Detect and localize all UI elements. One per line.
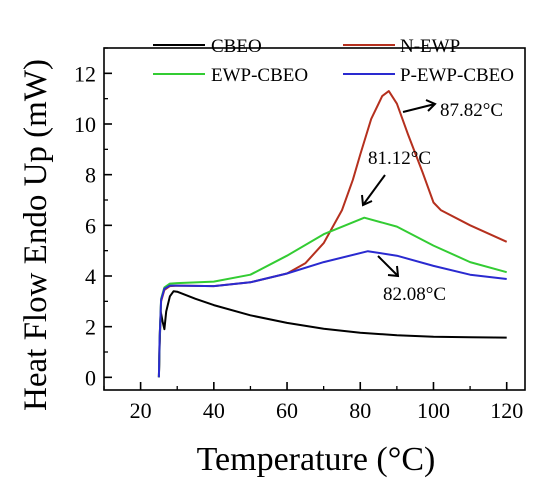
y-tick-label-4: 4 xyxy=(85,264,96,289)
annotation-82-08: 82.08°C xyxy=(383,284,446,305)
arrow-82-head xyxy=(387,265,400,278)
arrow-81-shaft xyxy=(362,174,386,206)
legend-label-p-ewp-cbeo: P-EWP-CBEO xyxy=(400,65,514,86)
y-tick-label-6: 6 xyxy=(85,213,96,238)
y-tick-label-0: 0 xyxy=(85,365,96,390)
plot-frame xyxy=(103,47,526,391)
tick-group: 20 40 60 80 100 120 0 2 4 6 8 10 12 xyxy=(74,47,523,423)
x-tick-label-20: 20 xyxy=(130,398,152,423)
y-tick-label-12: 12 xyxy=(74,61,96,86)
series-line-n-ewp xyxy=(157,90,508,378)
y-tick-label-8: 8 xyxy=(85,163,96,188)
x-tick-label-120: 120 xyxy=(490,398,523,423)
series-line-cbeo xyxy=(157,290,507,378)
series-line-ewp-cbeo xyxy=(157,216,507,378)
legend-label-ewp-cbeo: EWP-CBEO xyxy=(211,65,308,86)
x-tick-label-100: 100 xyxy=(417,398,450,423)
arrow-87-head xyxy=(425,99,437,112)
x-tick-label-40: 40 xyxy=(203,398,225,423)
y-tick-label-2: 2 xyxy=(85,315,96,340)
series-lines xyxy=(157,90,508,378)
x-axis-title: Temperature (°C) xyxy=(197,441,436,478)
x-tick-label-60: 60 xyxy=(276,398,298,423)
legend-label-n-ewp: N-EWP xyxy=(400,36,460,57)
annotations: 87.82°C 81.12°C 82.08°C xyxy=(361,99,503,305)
annotation-87-82: 87.82°C xyxy=(440,100,503,121)
legend: CBEO N-EWP EWP-CBEO P-EWP-CBEO xyxy=(153,36,514,86)
arrow-82-shaft xyxy=(377,255,399,277)
arrow-81-head xyxy=(361,194,373,207)
y-tick-label-10: 10 xyxy=(74,112,96,137)
series-line-p-ewp-cbeo xyxy=(157,250,507,378)
arrow-87-shaft xyxy=(402,103,436,113)
annotation-81-12: 81.12°C xyxy=(368,148,431,169)
y-axis-title: Heat Flow Endo Up (mW) xyxy=(18,59,54,411)
legend-label-cbeo: CBEO xyxy=(211,36,262,57)
x-tick-label-80: 80 xyxy=(349,398,371,423)
